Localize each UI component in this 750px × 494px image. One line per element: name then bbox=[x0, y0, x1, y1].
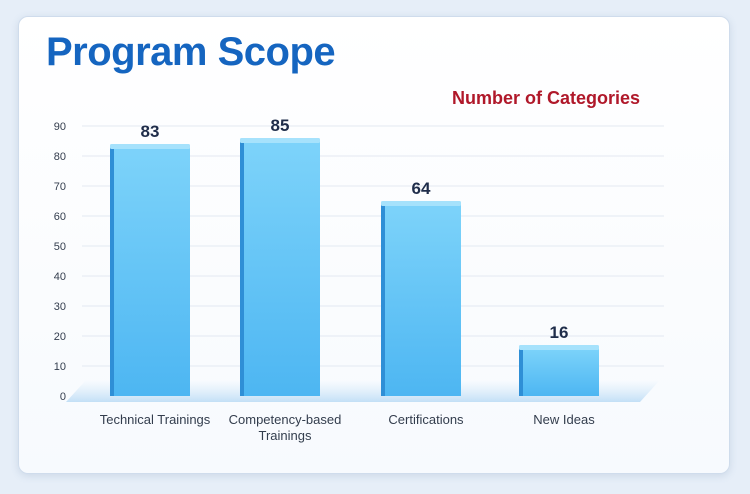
bar-value-label: 16 bbox=[550, 323, 569, 342]
bar-group: 83 bbox=[110, 122, 190, 396]
chart-floor bbox=[66, 380, 660, 402]
chart-title: Program Scope bbox=[46, 30, 336, 74]
x-category-label: New Ideas bbox=[533, 412, 595, 427]
y-tick-label: 50 bbox=[54, 241, 66, 253]
bar-group: 16 bbox=[519, 323, 599, 396]
bar bbox=[519, 348, 599, 396]
y-tick-label: 10 bbox=[54, 361, 66, 373]
y-tick-label: 30 bbox=[54, 301, 66, 313]
bar-cap bbox=[110, 144, 190, 149]
bar-value-label: 64 bbox=[412, 179, 431, 198]
bar-group: 85 bbox=[240, 116, 320, 396]
bar-cap bbox=[519, 345, 599, 350]
x-category-label: Competency-based bbox=[229, 412, 342, 427]
bar-value-label: 83 bbox=[141, 122, 160, 141]
bar-group: 64 bbox=[381, 179, 461, 396]
bar-side bbox=[381, 204, 385, 396]
y-tick-label: 80 bbox=[54, 151, 66, 163]
bar-side bbox=[240, 141, 244, 396]
bar-cap bbox=[381, 201, 461, 206]
y-axis: 0 10 20 30 40 50 60 70 80 90 bbox=[54, 121, 66, 403]
y-tick-label: 40 bbox=[54, 271, 66, 283]
chart-legend: Number of Categories bbox=[452, 88, 641, 108]
y-tick-label: 60 bbox=[54, 211, 66, 223]
bars: 83 85 64 16 bbox=[110, 116, 599, 396]
x-category-label: Certifications bbox=[388, 412, 464, 427]
bar-cap bbox=[240, 138, 320, 143]
x-category-label: Trainings bbox=[259, 428, 312, 443]
y-tick-label: 0 bbox=[60, 391, 66, 403]
bar bbox=[240, 141, 320, 396]
y-tick-label: 90 bbox=[54, 121, 66, 133]
y-tick-label: 20 bbox=[54, 331, 66, 343]
x-axis: Technical Trainings Competency-basedTrain… bbox=[100, 412, 595, 443]
bar bbox=[110, 147, 190, 396]
bar bbox=[381, 204, 461, 396]
x-category-label: Technical Trainings bbox=[100, 412, 211, 427]
bar-value-label: 85 bbox=[271, 116, 290, 135]
y-tick-label: 70 bbox=[54, 181, 66, 193]
bar-side bbox=[519, 348, 523, 396]
bar-side bbox=[110, 147, 114, 396]
